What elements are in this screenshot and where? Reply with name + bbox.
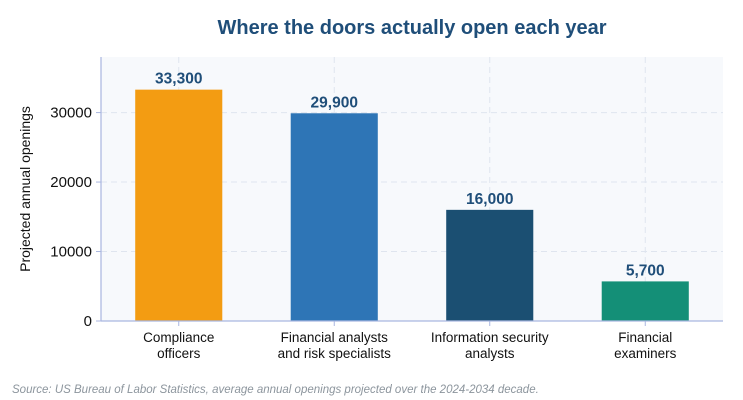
y-tick-label: 20000 (50, 174, 92, 191)
x-tick-label: Financial examiners (614, 330, 677, 361)
x-tick-label: Financial analysts and risk specialists (278, 330, 392, 361)
axes (96, 57, 723, 326)
value-labels: 33,300 29,900 16,000 5,700 (155, 71, 665, 280)
y-tick-label: 0 (84, 313, 92, 330)
bar-value-label: 16,000 (466, 191, 513, 208)
bar (601, 281, 689, 321)
x-tick-label: Compliance officers (143, 330, 214, 361)
chart-title: Where the doors actually open each year (217, 17, 606, 39)
x-category-labels: Compliance officers Financial analysts and … (143, 330, 677, 361)
bar (135, 89, 223, 321)
y-tick-labels: 0 10000 20000 30000 (50, 105, 92, 330)
y-tick-label: 30000 (50, 105, 92, 122)
bar (446, 209, 534, 321)
bar (290, 113, 378, 321)
bars (135, 89, 689, 321)
bar-value-label: 33,300 (155, 71, 202, 88)
bar-value-label: 29,900 (311, 94, 358, 111)
bar-value-label: 5,700 (626, 262, 665, 279)
y-axis-label: Projected annual openings (17, 106, 33, 272)
x-tick-label: Information security analysts (431, 330, 549, 361)
y-tick-label: 10000 (50, 244, 92, 261)
source-note: Source: US Bureau of Labor Statistics, a… (12, 384, 539, 396)
